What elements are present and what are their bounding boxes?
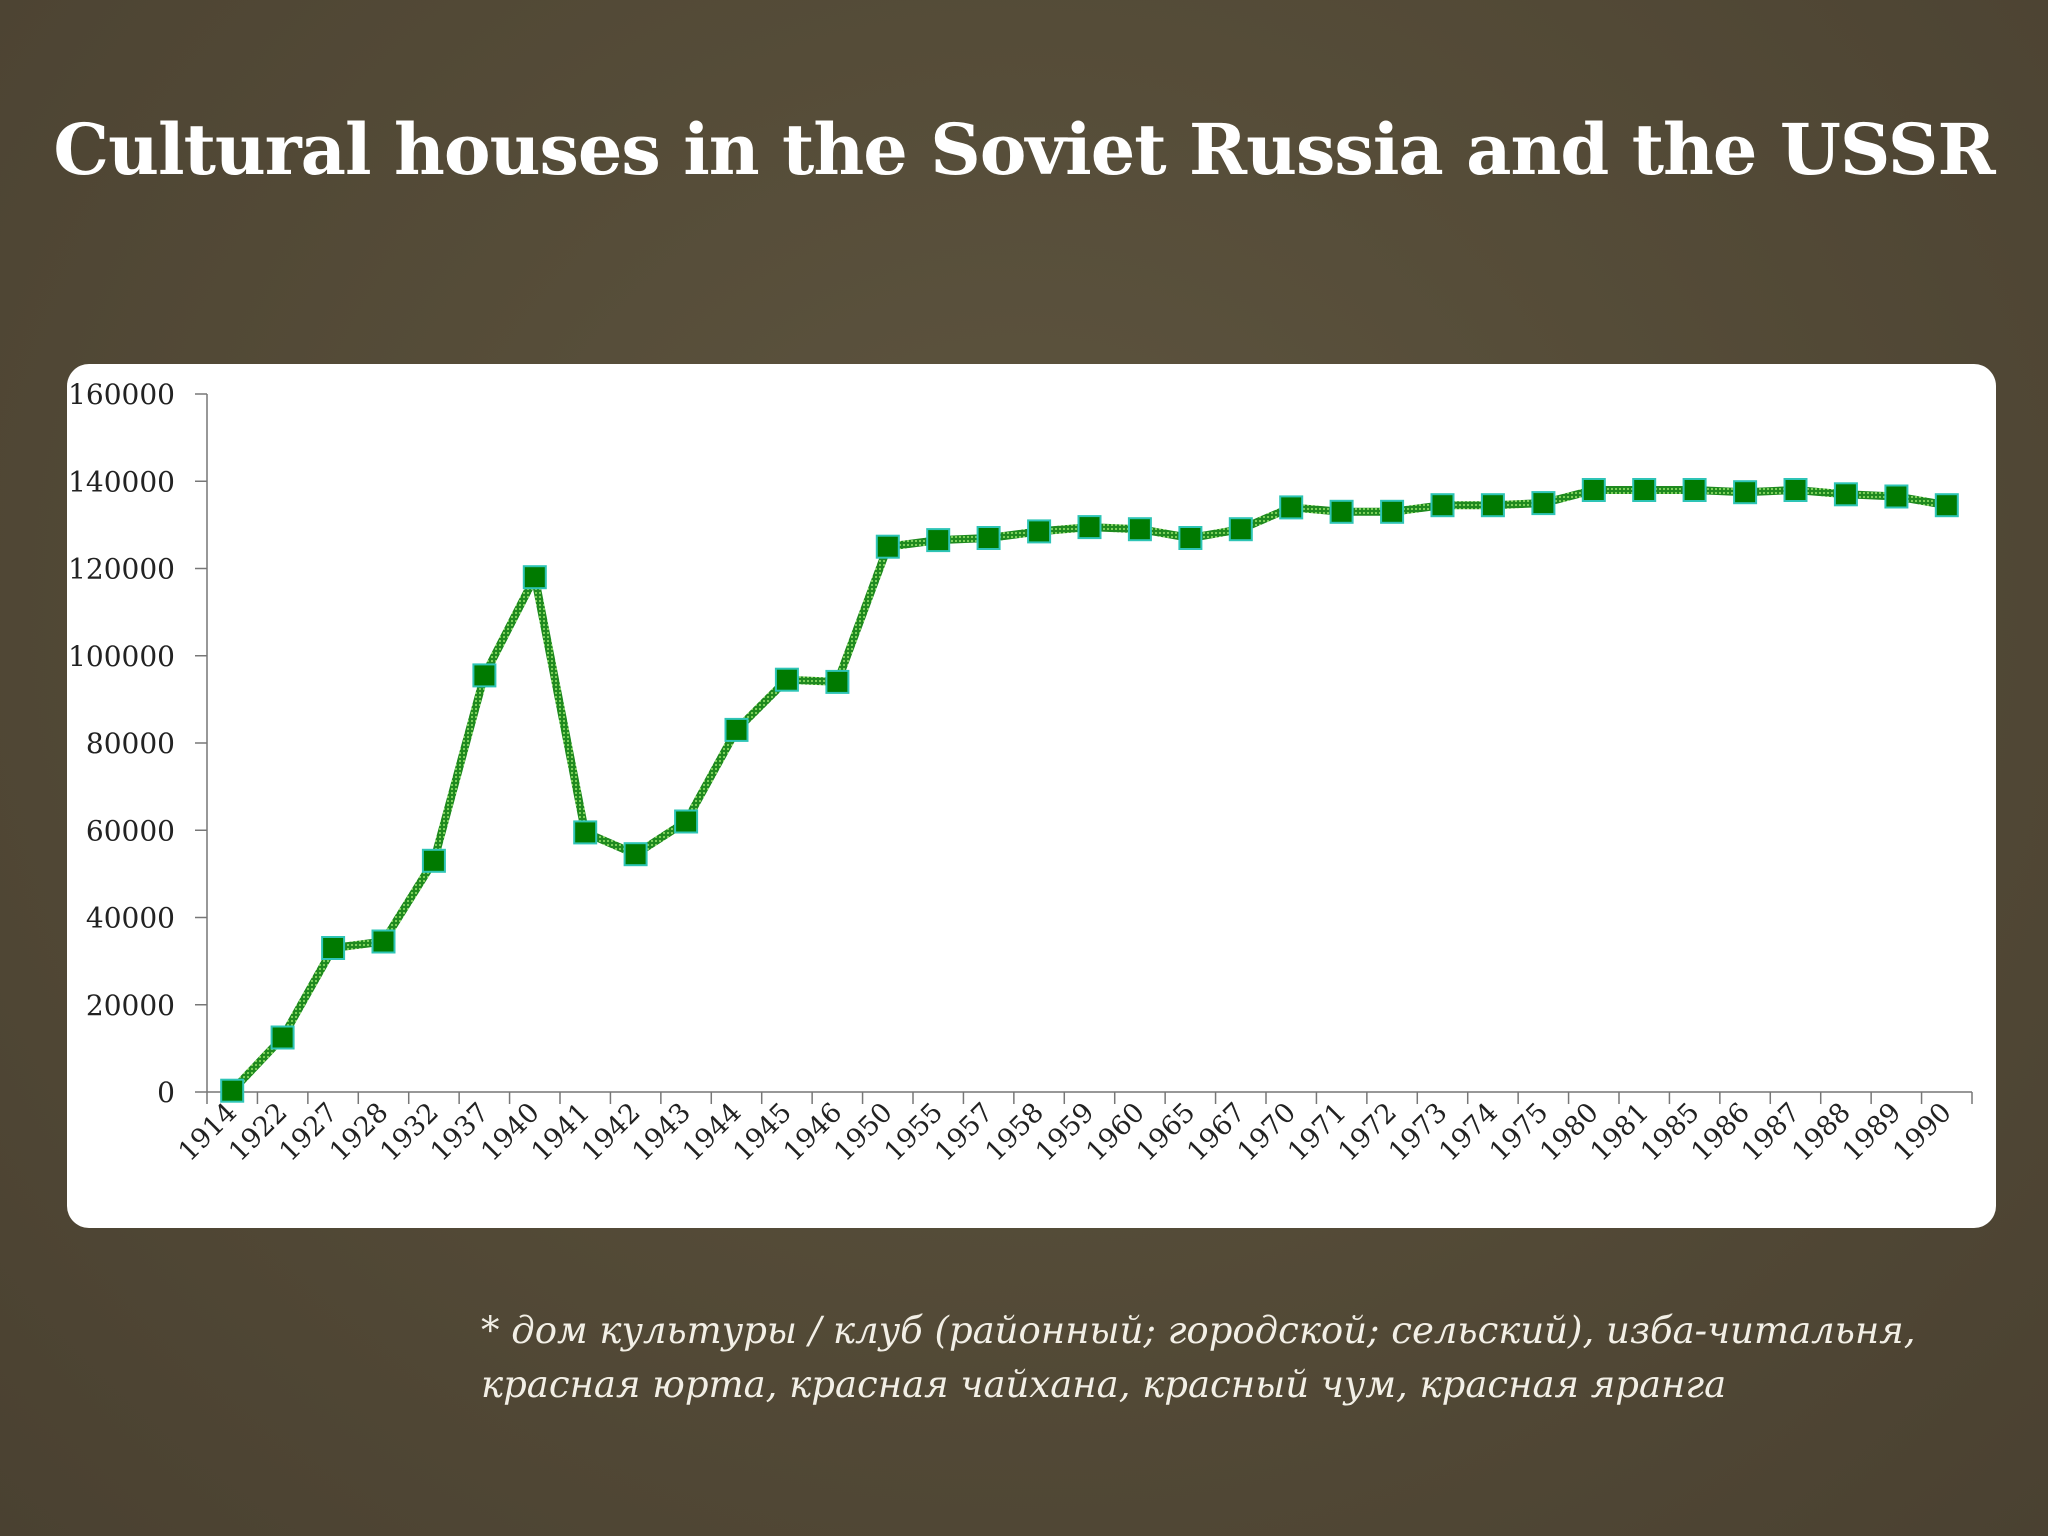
data-point [522,565,547,590]
y-tick-label: 160000 [68,378,175,411]
data-point [1380,499,1405,524]
data-point [1733,480,1758,505]
y-tick-label: 40000 [86,902,175,935]
axes [195,393,1973,1104]
x-tick-label: 1986 [1686,1097,1757,1168]
x-tick-label: 1950 [828,1097,899,1168]
data-point [1027,519,1052,544]
x-tick-label: 1914 [173,1097,244,1168]
x-tick-label: 1944 [677,1097,748,1168]
x-tick-label: 1928 [324,1097,395,1168]
x-tick-label: 1959 [1030,1097,1101,1168]
data-point [1632,478,1657,502]
x-tick-label: 1945 [727,1097,798,1168]
data-point [623,842,648,867]
x-tick-label: 1937 [425,1097,496,1168]
x-tick-label: 1975 [1484,1097,1555,1168]
data-point [1934,493,1959,518]
data-point [1682,478,1707,502]
data-point [321,936,346,960]
series-line [229,486,1948,1094]
x-tick-label: 1990 [1887,1097,1958,1168]
data-point [472,663,497,688]
x-tick-label: 1987 [1736,1097,1807,1168]
x-tick-label: 1973 [1383,1097,1454,1168]
x-tick-label: 1974 [1433,1097,1504,1168]
slide-title: Cultural houses in the Soviet Russia and… [53,108,1995,191]
x-tick-label: 1955 [879,1097,950,1168]
line-chart: 0 20000 40000 60000 80000 100000 120000 140000 1… [68,378,1973,1168]
data-point [270,1025,295,1050]
data-point [1581,478,1606,502]
x-tick-label: 1957 [929,1097,1000,1168]
data-point [1430,493,1455,518]
x-tick-label: 1942 [576,1097,647,1168]
data-point [774,667,799,692]
x-tick-label: 1985 [1635,1097,1706,1168]
data-point [1531,491,1556,516]
data-point [875,534,900,559]
data-point [724,717,749,742]
data-point [825,669,850,694]
x-tick-label: 1927 [274,1097,345,1168]
data-point [371,929,396,954]
data-point [1329,499,1354,524]
y-tick-label: 100000 [68,640,175,673]
data-point [1480,493,1505,518]
data-point [1077,515,1102,540]
data-point [1178,526,1203,550]
data-point [220,1078,245,1103]
x-tick-label: 1971 [1282,1097,1353,1168]
data-point [1228,517,1253,542]
data-point [1127,517,1152,542]
x-tick-label: 1981 [1585,1097,1656,1168]
x-tick-label: 1988 [1786,1097,1857,1168]
data-point [926,528,951,553]
x-tick-label: 1972 [1333,1097,1404,1168]
x-tick-label: 1960 [1080,1097,1151,1168]
data-point [1783,478,1808,502]
y-tick-label: 140000 [68,465,175,498]
data-point [573,820,598,845]
y-tick-label: 0 [157,1076,175,1109]
x-tick-label: 1970 [1232,1097,1303,1168]
y-tick-label: 20000 [86,989,175,1022]
data-point [976,526,1001,550]
x-tick-label: 1946 [778,1097,849,1168]
x-tick-label: 1940 [475,1097,546,1168]
data-point [1833,482,1858,507]
x-tick-label: 1941 [526,1097,597,1168]
tick-labels: 0 20000 40000 60000 80000 100000 120000 140000 1… [68,378,1958,1168]
y-tick-label: 60000 [86,814,175,847]
x-tick-label: 1932 [374,1097,445,1168]
footnote-line-2: красная юрта, красная чайхана, красный ч… [481,1363,1727,1406]
footnote-line-1: * дом культуры / клуб (районный; городск… [481,1309,1916,1352]
data-point [674,809,699,834]
data-point [1279,495,1304,520]
y-tick-label: 120000 [68,553,175,586]
x-tick-label: 1967 [1181,1097,1252,1168]
x-tick-label: 1922 [223,1097,294,1168]
data-point [1884,484,1909,509]
x-tick-label: 1980 [1534,1097,1605,1168]
series-layer [220,478,1959,1103]
x-tick-label: 1965 [1131,1097,1202,1168]
y-tick-label: 80000 [86,727,175,760]
footnote: * дом культуры / клуб (районный; городск… [481,1304,1981,1412]
data-point [421,848,446,873]
x-tick-label: 1958 [980,1097,1051,1168]
x-tick-label: 1989 [1837,1097,1908,1168]
chart-card: 0 20000 40000 60000 80000 100000 120000 140000 1… [67,364,1996,1228]
x-tick-label: 1943 [627,1097,698,1168]
